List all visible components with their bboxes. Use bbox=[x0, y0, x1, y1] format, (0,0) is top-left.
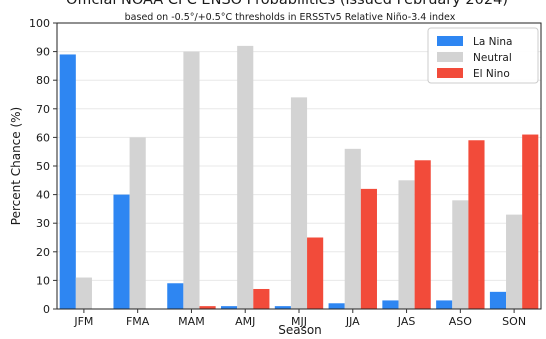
bar-neutral-jfm bbox=[75, 277, 92, 309]
chart-title: Official NOAA CPC ENSO Probabilities (is… bbox=[66, 0, 508, 8]
legend-swatch bbox=[437, 52, 463, 62]
bar-la-nina-mjj bbox=[274, 306, 291, 309]
y-tick-label: 60 bbox=[36, 131, 50, 144]
legend-label: El Nino bbox=[473, 68, 510, 80]
bar-el-nino-mam bbox=[199, 306, 216, 309]
bars bbox=[59, 45, 539, 310]
bar-neutral-fma bbox=[129, 137, 146, 309]
chart-subtitle: based on -0.5°/+0.5°C thresholds in ERSS… bbox=[125, 12, 456, 23]
bar-el-nino-aso bbox=[468, 140, 485, 309]
legend-label: Neutral bbox=[473, 52, 512, 64]
x-tick-label: FMA bbox=[126, 315, 150, 328]
bar-el-nino-mjj bbox=[307, 237, 324, 309]
bar-el-nino-son bbox=[522, 134, 539, 309]
y-axis-label: Percent Chance (%) bbox=[9, 107, 23, 225]
bar-neutral-aso bbox=[452, 200, 469, 309]
y-tick-label: 90 bbox=[36, 46, 50, 59]
legend: La Nina Neutral El Nino bbox=[427, 27, 539, 84]
y-tick-label: 80 bbox=[36, 74, 50, 87]
legend-swatch bbox=[437, 36, 463, 46]
bar-la-nina-jas bbox=[382, 300, 399, 309]
bar-el-nino-jja bbox=[360, 188, 377, 309]
legend-label: La Nina bbox=[473, 36, 512, 48]
x-tick-label: JJA bbox=[345, 315, 360, 328]
y-tick-label: 100 bbox=[29, 17, 50, 30]
x-tick-label: MAM bbox=[178, 315, 205, 328]
y-tick-label: 30 bbox=[36, 217, 50, 230]
y-tick-label: 50 bbox=[36, 160, 50, 173]
x-tick-label: MJJ bbox=[291, 315, 307, 328]
y-tick-label: 20 bbox=[36, 246, 50, 259]
x-tick-label: JFM bbox=[73, 315, 93, 328]
y-tick-label: 0 bbox=[43, 303, 50, 316]
bar-neutral-son bbox=[506, 214, 523, 309]
bar-neutral-jja bbox=[344, 148, 361, 309]
bar-neutral-mjj bbox=[290, 97, 308, 309]
bar-la-nina-fma bbox=[113, 194, 130, 309]
y-tick-label: 70 bbox=[36, 103, 50, 116]
tick-labels: 0 10 20 30 40 50 60 70 80 90 100 JFM FMA MAM AMJ MJJ JJA… bbox=[29, 17, 526, 328]
bar-la-nina-aso bbox=[436, 300, 453, 309]
legend-swatch bbox=[437, 68, 463, 78]
y-tick-label: 40 bbox=[36, 189, 50, 202]
x-tick-label: ASO bbox=[449, 315, 473, 328]
x-tick-label: AMJ bbox=[235, 315, 255, 328]
bar-la-nina-mam bbox=[167, 283, 184, 309]
bar-la-nina-jfm bbox=[59, 54, 76, 310]
bar-la-nina-amj bbox=[221, 306, 238, 309]
y-tick-label: 10 bbox=[36, 274, 50, 287]
bar-neutral-jas bbox=[398, 180, 415, 309]
x-axis-label: Season bbox=[278, 323, 322, 337]
x-tick-label: SON bbox=[502, 315, 526, 328]
bar-el-nino-jas bbox=[414, 160, 431, 309]
bar-el-nino-amj bbox=[253, 288, 270, 309]
bar-neutral-amj bbox=[237, 45, 254, 309]
bar-la-nina-son bbox=[489, 291, 507, 309]
x-tick-label: JAS bbox=[397, 315, 416, 328]
bar-neutral-mam bbox=[183, 51, 200, 309]
bar-la-nina-jja bbox=[328, 303, 345, 309]
